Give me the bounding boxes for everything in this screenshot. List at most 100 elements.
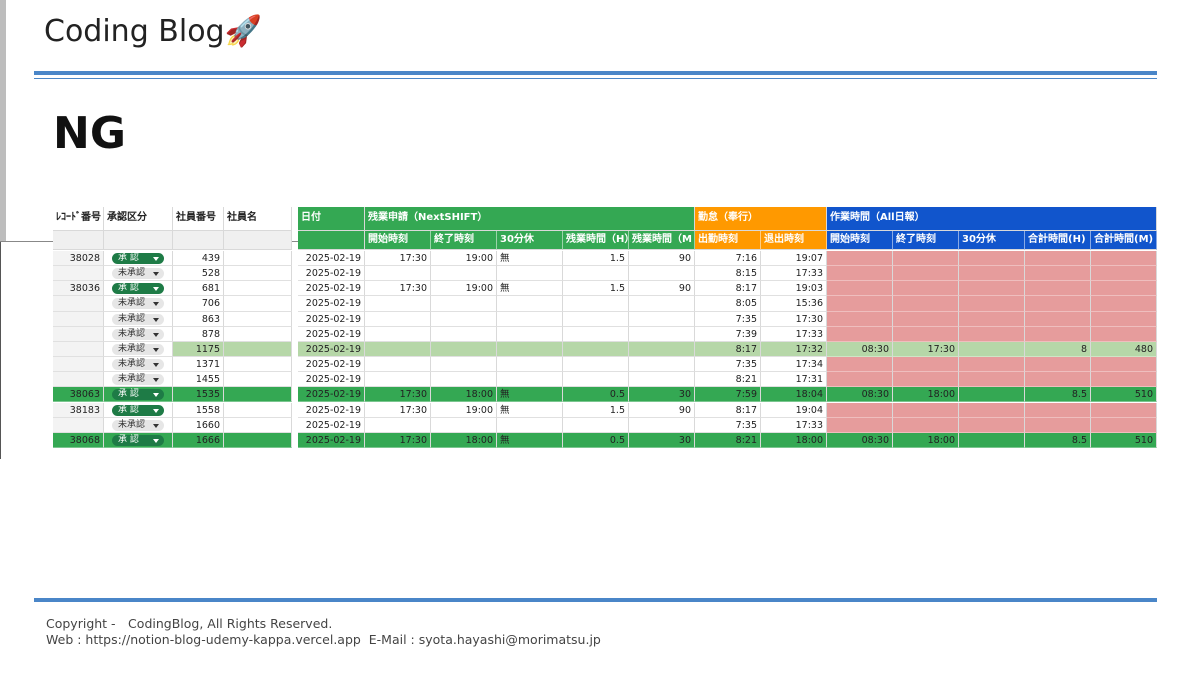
cell — [893, 417, 959, 433]
cell — [1091, 326, 1157, 342]
cell: 510 — [1091, 387, 1157, 403]
spreadsheet: ﾚｺｰﾄﾞ番号 承認区分 社員番号 社員名 日付 残業申請（NextSHIFT） 開始時刻終… — [0, 0, 1157, 459]
status-badge[interactable]: 未承認 — [112, 374, 164, 386]
cell: 未承認 — [104, 372, 173, 388]
cell — [893, 311, 959, 327]
cell: 1.5 — [563, 402, 629, 418]
contact: Web : https://notion-blog-udemy-kappa.ve… — [46, 632, 601, 647]
cell: 90 — [629, 402, 695, 418]
cell: 2025-02-19 — [298, 326, 365, 342]
cell: 19:00 — [431, 402, 497, 418]
cell: 2025-02-19 — [298, 311, 365, 327]
cell — [893, 266, 959, 282]
status-badge[interactable]: 未承認 — [112, 313, 164, 325]
cell: 1371 — [173, 357, 224, 373]
cell — [893, 357, 959, 373]
cell: 18:00 — [761, 432, 827, 448]
cell — [431, 417, 497, 433]
cell: 8:17 — [695, 402, 761, 418]
cell — [365, 311, 431, 327]
column-header: 開始時刻 — [827, 231, 893, 250]
group-header: ﾚｺｰﾄﾞ番号 — [53, 207, 104, 231]
cell: 7:39 — [695, 326, 761, 342]
status-badge[interactable]: 未承認 — [112, 359, 164, 371]
cell — [959, 326, 1025, 342]
cell: 480 — [1091, 341, 1157, 358]
cell: 18:00 — [893, 387, 959, 403]
cell — [1025, 357, 1091, 373]
cell — [1025, 266, 1091, 282]
cell: 2025-02-19 — [298, 432, 365, 448]
cell: 1660 — [173, 417, 224, 433]
column-header: 退出時刻 — [761, 231, 827, 250]
cell: 8:05 — [695, 296, 761, 312]
cell: 19:00 — [431, 281, 497, 297]
cell — [629, 326, 695, 342]
cell — [959, 402, 1025, 418]
column-header: 合計時間(M) — [1091, 231, 1157, 250]
cell — [497, 266, 563, 282]
cell: 08:30 — [827, 432, 893, 448]
status-badge[interactable]: 未承認 — [112, 419, 164, 431]
cell — [365, 266, 431, 282]
cell: 承 認 — [104, 432, 173, 448]
status-badge[interactable]: 未承認 — [112, 298, 164, 310]
column-header — [53, 231, 104, 250]
status-badge[interactable]: 承 認 — [112, 389, 164, 401]
cell — [1025, 281, 1091, 297]
status-badge[interactable]: 承 認 — [112, 283, 164, 295]
cell — [497, 341, 563, 358]
cell — [827, 402, 893, 418]
column-header — [173, 231, 224, 250]
cell — [827, 417, 893, 433]
cell — [827, 357, 893, 373]
cell — [1025, 251, 1091, 267]
cell: 承 認 — [104, 281, 173, 297]
status-badge[interactable]: 承 認 — [112, 253, 164, 264]
status-badge[interactable]: 未承認 — [112, 343, 164, 355]
cell: 38063 — [53, 387, 104, 403]
cell — [53, 372, 104, 388]
cell: 38036 — [53, 281, 104, 297]
status-badge[interactable]: 未承認 — [112, 328, 164, 340]
cell: 承 認 — [104, 402, 173, 418]
cell: 無 — [497, 387, 563, 403]
cell — [959, 417, 1025, 433]
column-header: 開始時刻 — [365, 231, 431, 250]
cell: 未承認 — [104, 311, 173, 327]
cell — [959, 266, 1025, 282]
cell: 7:35 — [695, 311, 761, 327]
cell — [827, 311, 893, 327]
cell: 2025-02-19 — [298, 387, 365, 403]
group-header: 勤怠（奉行） — [695, 207, 827, 231]
cell — [53, 296, 104, 312]
cell: 2025-02-19 — [298, 266, 365, 282]
cell: 19:00 — [431, 251, 497, 267]
cell — [1091, 266, 1157, 282]
cell: 38068 — [53, 432, 104, 448]
divider — [34, 78, 1157, 79]
cell: 2025-02-19 — [298, 417, 365, 433]
cell — [365, 417, 431, 433]
status-badge[interactable]: 承 認 — [112, 404, 164, 416]
cell: 2025-02-19 — [298, 372, 365, 388]
cell: 19:03 — [761, 281, 827, 297]
cell — [629, 311, 695, 327]
cell — [563, 311, 629, 327]
status-badge[interactable]: 未承認 — [112, 268, 164, 280]
cell — [224, 357, 292, 373]
column-header: 終了時刻 — [893, 231, 959, 250]
cell: 38028 — [53, 251, 104, 267]
cell — [1091, 311, 1157, 327]
cell: 30 — [629, 387, 695, 403]
cell — [563, 341, 629, 358]
cell: 90 — [629, 251, 695, 267]
cell: 17:30 — [365, 402, 431, 418]
cell: 1175 — [173, 341, 224, 358]
cell: 2025-02-19 — [298, 357, 365, 373]
cell: 8:15 — [695, 266, 761, 282]
divider — [34, 71, 1157, 75]
status-badge[interactable]: 承 認 — [112, 434, 164, 446]
group-header: 社員名 — [224, 207, 292, 231]
